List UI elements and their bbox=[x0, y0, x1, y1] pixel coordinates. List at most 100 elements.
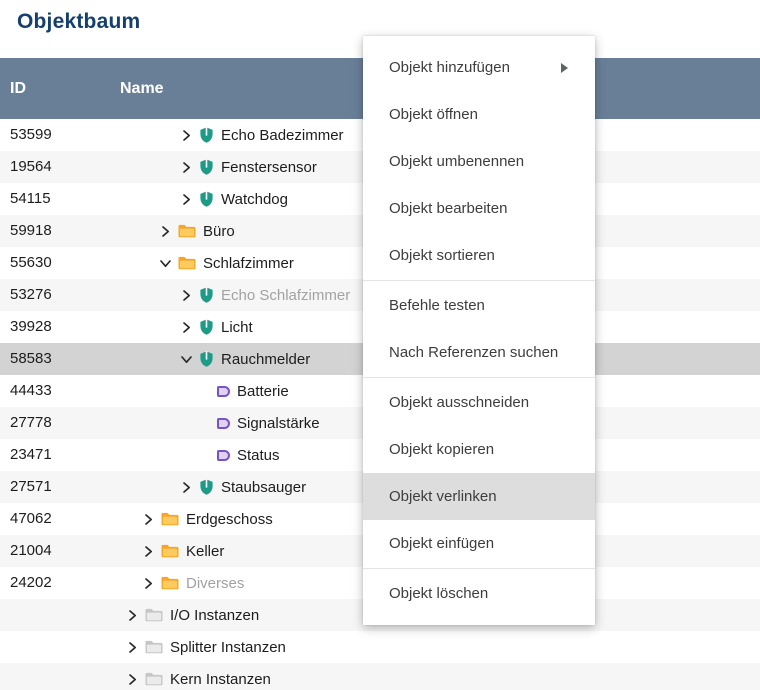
row-id: 23471 bbox=[10, 446, 52, 463]
row-id: 54115 bbox=[10, 190, 51, 207]
row-id: 59918 bbox=[10, 222, 52, 239]
tree-cell: Staubsauger bbox=[0, 471, 760, 503]
menu-item-objekt-hinzufugen[interactable]: Objekt hinzufügen bbox=[363, 44, 595, 91]
folder-gray-icon bbox=[145, 672, 163, 686]
row-id: 47062 bbox=[10, 510, 52, 527]
chevron-right-icon[interactable] bbox=[180, 481, 193, 494]
state-datapoint-icon bbox=[217, 449, 230, 461]
row-label: Licht bbox=[221, 318, 253, 336]
menu-item-objekt-umbenennen[interactable]: Objekt umbenennen bbox=[389, 153, 525, 170]
chevron-down-icon[interactable] bbox=[159, 257, 172, 270]
tree-cell: Schlafzimmer bbox=[0, 247, 760, 279]
row-id: 55630 bbox=[10, 254, 52, 271]
chevron-right-icon[interactable] bbox=[180, 289, 193, 302]
menu-group: Befehle testen Nach Referenzen suchen bbox=[363, 280, 595, 376]
row-label: I/O Instanzen bbox=[170, 606, 260, 624]
column-header-id: ID bbox=[10, 80, 26, 97]
tree-cell: Signalstärke bbox=[0, 407, 760, 439]
folder-icon bbox=[178, 224, 196, 238]
folder-icon bbox=[178, 256, 196, 270]
tree-cell: Status bbox=[0, 439, 760, 471]
row-id: 39928 bbox=[10, 318, 52, 335]
tree-cell: Echo Badezimmer bbox=[0, 119, 760, 151]
table-row[interactable]: Splitter Instanzen bbox=[0, 631, 760, 663]
tree-cell: Echo Schlafzimmer bbox=[0, 279, 760, 311]
page-title: Objektbaum bbox=[17, 10, 141, 33]
row-label: Rauchmelder bbox=[221, 350, 311, 368]
row-id: 58583 bbox=[10, 350, 52, 367]
tree-cell: Licht bbox=[0, 311, 760, 343]
device-shield-icon bbox=[199, 127, 214, 143]
menu-item-objekt-kopieren[interactable]: Objekt kopieren bbox=[389, 441, 495, 458]
row-label: Status bbox=[237, 446, 280, 464]
row-label: Fenstersensor bbox=[221, 158, 317, 176]
tree-cell: Rauchmelder bbox=[0, 343, 760, 375]
menu-item-objekt-sortieren[interactable]: Objekt sortieren bbox=[389, 247, 495, 264]
chevron-right-icon[interactable] bbox=[142, 577, 155, 590]
chevron-spacer bbox=[198, 417, 211, 430]
row-label: Büro bbox=[203, 222, 235, 240]
tree-cell: Diverses bbox=[0, 567, 760, 599]
device-shield-icon bbox=[199, 351, 214, 367]
menu-group: Objekt hinzufügen Objekt öffnen Objekt umb… bbox=[363, 44, 595, 279]
context-menu: Objekt hinzufügen Objekt öffnen Objekt umb… bbox=[363, 36, 595, 625]
menu-item-objekt-verlinken[interactable]: Objekt verlinken bbox=[363, 473, 595, 520]
row-label: Batterie bbox=[237, 382, 289, 400]
device-shield-icon bbox=[199, 479, 214, 495]
tree-cell: Watchdog bbox=[0, 183, 760, 215]
row-label: Diverses bbox=[186, 574, 245, 592]
tree-cell: Splitter Instanzen bbox=[0, 631, 760, 663]
row-id: 19564 bbox=[10, 158, 52, 175]
state-datapoint-icon bbox=[217, 385, 230, 397]
menu-item-objekt-loschen[interactable]: Objekt löschen bbox=[389, 585, 489, 602]
chevron-right-icon[interactable] bbox=[126, 609, 139, 622]
menu-item-objekt-einfugen[interactable]: Objekt einfügen bbox=[389, 535, 495, 552]
device-shield-icon bbox=[199, 319, 214, 335]
menu-item-objekt-ausschneiden[interactable]: Objekt ausschneiden bbox=[389, 394, 530, 411]
chevron-right-icon[interactable] bbox=[180, 161, 193, 174]
row-label: Schlafzimmer bbox=[203, 254, 294, 272]
row-label: Signalstärke bbox=[237, 414, 320, 432]
chevron-spacer bbox=[198, 385, 211, 398]
row-id: 24202 bbox=[10, 574, 52, 591]
chevron-right-icon[interactable] bbox=[142, 545, 155, 558]
tree-cell: Keller bbox=[0, 535, 760, 567]
row-id: 27778 bbox=[10, 414, 52, 431]
chevron-right-icon[interactable] bbox=[180, 193, 193, 206]
folder-icon bbox=[161, 512, 179, 526]
menu-item-nach-referenzen-suchen[interactable]: Nach Referenzen suchen bbox=[389, 344, 559, 361]
submenu-arrow-icon bbox=[561, 62, 568, 73]
tree-cell: Batterie bbox=[0, 375, 760, 407]
chevron-right-icon[interactable] bbox=[142, 513, 155, 526]
chevron-right-icon[interactable] bbox=[180, 129, 193, 142]
chevron-right-icon[interactable] bbox=[180, 321, 193, 334]
menu-group: Objekt löschen bbox=[363, 568, 595, 617]
folder-gray-icon bbox=[145, 640, 163, 654]
menu-item-befehle-testen[interactable]: Befehle testen bbox=[389, 297, 485, 314]
row-id: 21004 bbox=[10, 542, 52, 559]
tree-cell: Büro bbox=[0, 215, 760, 247]
state-datapoint-icon bbox=[217, 417, 230, 429]
row-id: 53599 bbox=[10, 126, 52, 143]
chevron-spacer bbox=[198, 449, 211, 462]
folder-icon bbox=[161, 544, 179, 558]
tree-cell: Erdgeschoss bbox=[0, 503, 760, 535]
row-label: Kern Instanzen bbox=[170, 670, 271, 688]
chevron-down-icon[interactable] bbox=[180, 353, 193, 366]
row-label: Keller bbox=[186, 542, 225, 560]
chevron-right-icon[interactable] bbox=[159, 225, 172, 238]
chevron-right-icon[interactable] bbox=[126, 641, 139, 654]
row-label: Echo Schlafzimmer bbox=[221, 286, 351, 304]
row-id: 53276 bbox=[10, 286, 52, 303]
device-shield-icon bbox=[199, 191, 214, 207]
row-label: Splitter Instanzen bbox=[170, 638, 286, 656]
menu-item-objekt-bearbeiten[interactable]: Objekt bearbeiten bbox=[389, 200, 508, 217]
folder-gray-icon bbox=[145, 608, 163, 622]
chevron-right-icon[interactable] bbox=[126, 673, 139, 686]
row-label: Watchdog bbox=[221, 190, 288, 208]
column-header-name: Name bbox=[120, 80, 164, 97]
device-shield-icon bbox=[199, 159, 214, 175]
menu-item-objekt-offnen[interactable]: Objekt öffnen bbox=[389, 106, 478, 123]
table-row[interactable]: Kern Instanzen bbox=[0, 663, 760, 690]
